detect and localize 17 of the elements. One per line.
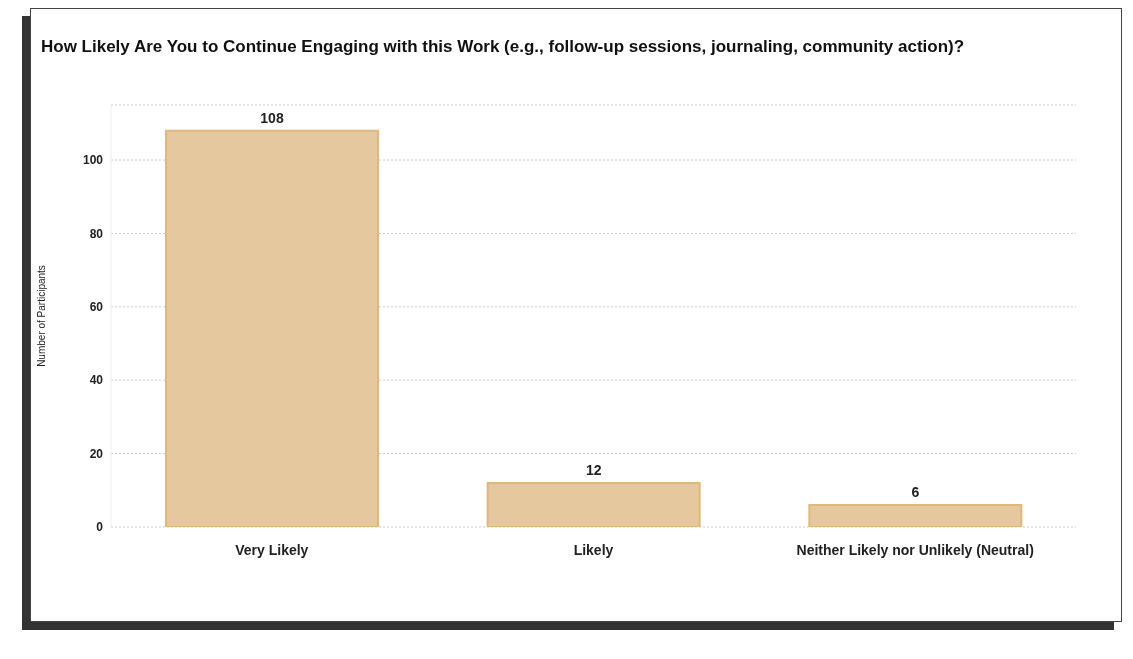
data-label: 108: [260, 109, 284, 126]
x-tick-label: Very Likely: [235, 541, 309, 558]
y-axis-title: Number of Participants: [35, 265, 47, 367]
y-tick-label: 40: [89, 373, 104, 388]
y-tick-label: 60: [89, 300, 104, 315]
x-tick-label: Neither Likely nor Unlikely (Neutral): [796, 541, 1034, 558]
chart-title: How Likely Are You to Continue Engaging with this Work (e.g., follow-up sessions, journaling, community action)?: [40, 36, 966, 57]
y-tick-label: 100: [82, 153, 104, 168]
bar: [486, 481, 701, 527]
data-label: 12: [585, 461, 602, 478]
x-tick-label: Likely: [573, 541, 614, 558]
bar: [808, 503, 1023, 527]
y-tick-label: 20: [89, 446, 104, 461]
y-tick-label: 0: [96, 520, 104, 535]
bar: [165, 129, 379, 527]
y-tick-label: 80: [89, 226, 104, 241]
data-label: 6: [911, 483, 920, 500]
